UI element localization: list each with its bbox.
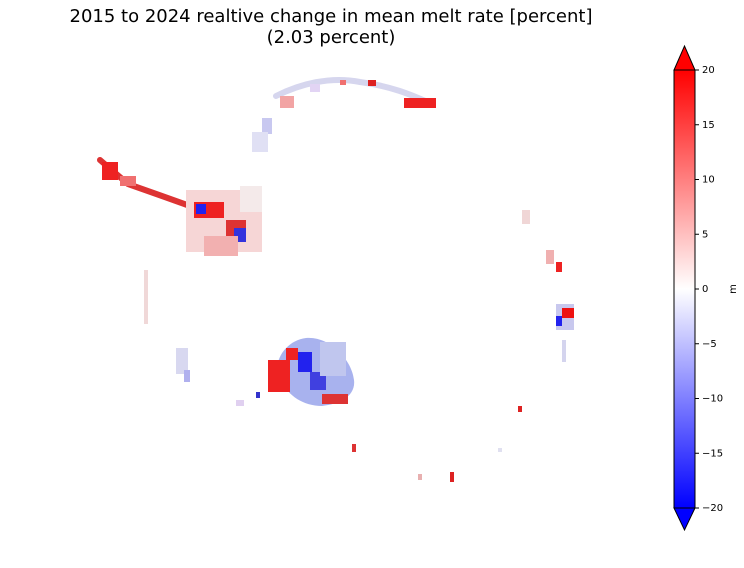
colorbar-tick-label: 0 (702, 284, 708, 295)
patch-dml-7 (310, 84, 320, 92)
patch-pen-1 (102, 162, 118, 180)
colorbar-tick-label: −15 (702, 448, 723, 459)
totten-red (562, 308, 574, 318)
ross-blue-1 (298, 352, 312, 372)
ross-red-1 (268, 360, 290, 392)
coast-east-6 (352, 444, 356, 452)
coast-west-3 (184, 370, 190, 382)
coast-west-2 (176, 348, 188, 374)
patch-dml-5 (262, 118, 272, 134)
colorbar-extend-bottom (673, 507, 696, 532)
amery-2 (546, 250, 554, 264)
patch-dml-1 (404, 98, 436, 108)
coast-east-4 (450, 472, 454, 482)
colorbar-tick-label: 20 (702, 65, 715, 76)
coast-dml (273, 77, 435, 107)
patch-pen-2 (120, 176, 136, 186)
coast-west-1 (144, 270, 148, 324)
ronne-pink (204, 236, 238, 256)
amundsen-2 (256, 392, 260, 398)
patch-dml-4 (280, 96, 294, 108)
coast-east-1 (562, 340, 566, 362)
patch-dml-2 (368, 80, 376, 86)
chart-title: 2015 to 2024 realtive change in mean mel… (0, 6, 662, 48)
colorbar-extend-top (673, 44, 696, 71)
patch-dml-3 (340, 80, 346, 85)
colorbar-ticks: 20 15 10 5 0 −5 −10 −15 −20 (695, 65, 723, 514)
title-line-2: (2.03 percent) (266, 27, 396, 48)
colorbar-tick-label: −5 (702, 339, 717, 350)
coast-east-2 (518, 406, 522, 412)
ross-red-2 (286, 348, 298, 360)
colorbar-tick-label: 15 (702, 120, 715, 131)
patch-dml-6 (252, 132, 268, 152)
colorbar-tick-label: 10 (702, 175, 715, 186)
ronne-white-lobe (240, 186, 262, 212)
coast-east-5 (418, 474, 422, 480)
ross-red-3 (322, 394, 348, 404)
ronne-blue-1 (196, 204, 206, 214)
coast-east-3 (498, 448, 502, 452)
colorbar-tick-label: −20 (702, 503, 723, 514)
totten-blue (556, 316, 562, 326)
colorbar-tick-label: 5 (702, 229, 708, 240)
amundsen-1 (236, 400, 244, 406)
title-line-1: 2015 to 2024 realtive change in mean mel… (69, 6, 593, 27)
colorbar: 20 15 10 5 0 −5 −10 −15 −20 m (673, 44, 739, 532)
ross-blue-2 (310, 372, 326, 390)
colorbar-tick-label: −10 (702, 394, 723, 405)
amery-1 (522, 210, 530, 224)
ross-pale (320, 342, 346, 376)
colorbar-body (673, 69, 696, 509)
colorbar-label: m (728, 284, 739, 294)
amery-3 (556, 262, 562, 272)
map-field (97, 77, 574, 482)
